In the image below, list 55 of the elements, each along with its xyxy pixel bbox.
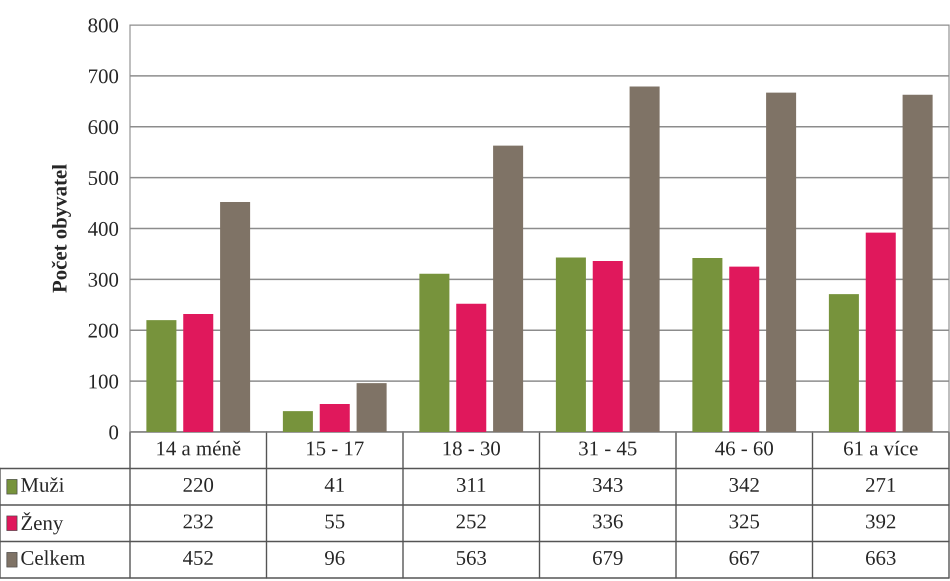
bar <box>556 258 586 432</box>
data-label: 392 <box>866 514 896 528</box>
bar <box>456 304 486 432</box>
data-label: 232 <box>184 514 213 528</box>
data-label: 325 <box>730 514 760 528</box>
bar <box>592 261 623 432</box>
y-tick-label: 200 <box>88 324 118 338</box>
bar <box>282 411 313 432</box>
y-tick-label: 600 <box>88 120 118 134</box>
legend-label: Ženy <box>21 512 64 534</box>
bar <box>146 320 176 432</box>
bar <box>419 274 450 432</box>
data-label: 220 <box>184 478 214 492</box>
data-label: 336 <box>593 514 623 528</box>
x-tick-label: 31 - 45 <box>579 441 636 456</box>
bar <box>356 383 387 432</box>
data-label: 679 <box>593 550 623 565</box>
data-label: 342 <box>730 478 759 492</box>
data-label: 667 <box>730 550 760 565</box>
data-label: 252 <box>456 514 486 528</box>
bar <box>828 294 859 432</box>
data-label: 452 <box>183 550 213 565</box>
y-tick-label: 300 <box>88 272 118 287</box>
bar <box>320 404 350 432</box>
bar <box>692 258 722 432</box>
x-tick-label: 18 - 30 <box>444 441 500 456</box>
y-tick-label: 100 <box>89 374 118 389</box>
bar <box>183 314 214 432</box>
x-tick-label: 14 a méně <box>157 440 240 456</box>
bar <box>630 86 660 432</box>
bar <box>766 92 796 432</box>
x-tick-label: 46 - 60 <box>715 441 773 456</box>
y-tick-label: 700 <box>89 69 118 84</box>
data-label: 41 <box>324 478 344 492</box>
data-label: 343 <box>593 478 623 492</box>
data-label: 311 <box>457 478 486 492</box>
legend-label: Celkem <box>21 550 85 565</box>
data-label: 55 <box>326 514 344 528</box>
bar <box>729 266 760 432</box>
y-tick-label: 0 <box>109 425 118 440</box>
data-label: 271 <box>866 478 896 492</box>
legend-label: Muži <box>21 477 64 492</box>
bar <box>493 146 524 432</box>
x-tick-label: 15 - 17 <box>307 442 364 456</box>
bar <box>902 94 933 432</box>
y-tick-label: 400 <box>88 222 118 236</box>
x-tick-label: 61 a více <box>844 440 918 456</box>
bar <box>866 232 896 432</box>
data-label: 96 <box>325 550 345 565</box>
y-axis-title: Počet obyvatel <box>52 164 71 293</box>
y-tick-label: 500 <box>88 171 118 186</box>
data-label: 563 <box>456 550 486 565</box>
data-label: 663 <box>866 550 896 565</box>
bar <box>220 202 250 432</box>
y-tick-label: 800 <box>88 18 118 32</box>
